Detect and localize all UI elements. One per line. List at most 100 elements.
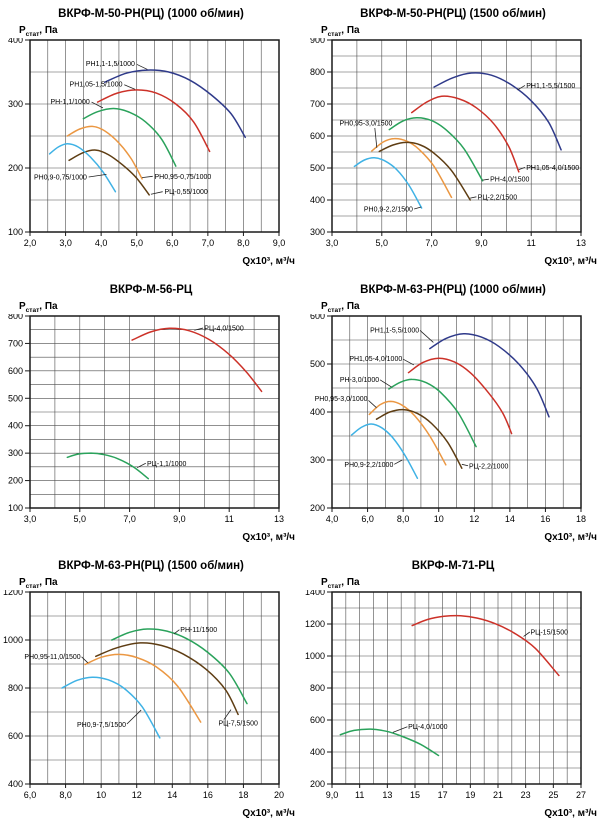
y-tick-label: 400 — [310, 407, 325, 417]
y-tick-label: 600 — [8, 366, 23, 376]
y-axis-label-unit: , Па — [39, 301, 58, 312]
fan-curve — [131, 327, 263, 393]
x-tick-label: 27 — [576, 790, 586, 800]
y-tick-label: 300 — [8, 448, 23, 458]
curve-label: РН0,9-7,5/1500 — [77, 722, 126, 729]
fan-curve — [371, 137, 453, 199]
x-tick-label: 4,0 — [326, 514, 339, 524]
chart-panel-vkrf-m-50-1000: ВКРФ-М-50-РН(РЦ) (1000 об/мин) Pстат, Па… — [0, 0, 302, 276]
x-tick-label: 5,0 — [130, 238, 143, 248]
curve-label: РЦ-4,0/1500 — [204, 326, 244, 333]
x-tick-label: 7,0 — [425, 238, 438, 248]
curve-labels: РН-11/1500 РЦ-7,5/1500 РН0,95-11,0/1500 РН0… — [24, 627, 258, 729]
curve-label: РН0,95-3,0/1000 — [315, 396, 368, 403]
x-tick-label: 11 — [225, 514, 234, 524]
curves — [48, 69, 246, 196]
x-tick-label: 13 — [382, 790, 392, 800]
curve-label: РН1,1-1,5/1000 — [86, 61, 135, 68]
y-tick-label: 100 — [8, 503, 23, 513]
chart-title: ВКРФ-М-71-РЦ — [411, 560, 495, 572]
x-tick-label: 6,0 — [24, 790, 37, 800]
y-tick-label: 500 — [310, 359, 325, 369]
curves — [339, 614, 560, 757]
fan-curve — [339, 728, 440, 757]
x-tick-label: 5,0 — [74, 514, 87, 524]
curve-label-leader — [126, 709, 142, 725]
y-tick-label: 300 — [8, 99, 23, 109]
chart-canvas: 4,0 6,0 8,0 10 12 14 16 18 200 300 400 500 600 РН1,1-… — [310, 314, 586, 524]
y-axis-label-main: P — [321, 25, 328, 36]
x-tick-label: 9,0 — [475, 238, 488, 248]
fan-curve — [84, 653, 202, 723]
fan-curve — [103, 69, 246, 139]
fan-curve — [68, 149, 150, 196]
fan-curve — [410, 95, 520, 173]
fan-curve — [48, 142, 117, 193]
x-tick-label: 12 — [132, 790, 142, 800]
x-tick-label: 20 — [274, 790, 284, 800]
y-tick-label: 1200 — [305, 619, 325, 629]
x-tick-label: 9,0 — [273, 238, 286, 248]
y-axis-label-sub: стат — [25, 583, 40, 590]
y-tick-label: 800 — [310, 683, 325, 693]
x-tick-label: 21 — [493, 790, 503, 800]
x-tick-label: 6,0 — [166, 238, 179, 248]
curve-label-leader — [402, 358, 415, 366]
y-tick-label: 200 — [8, 476, 23, 486]
curves — [61, 628, 248, 739]
axis-ticks: 2,0 3,0 4,0 5,0 6,0 7,0 8,0 9,0 100 200 300 400 — [8, 38, 285, 248]
curve-label-leader — [379, 379, 392, 388]
x-tick-label: 13 — [576, 238, 586, 248]
x-tick-label: 12 — [469, 514, 479, 524]
axis-ticks: 9,0 11 13 15 17 19 21 23 25 27 200 400 600 800 1000 120… — [305, 590, 586, 800]
y-axis-label-unit: , Па — [341, 577, 360, 588]
curve-label-leader — [88, 174, 107, 178]
grid — [30, 316, 279, 508]
curve-label: РН1,05-1,5/1000 — [70, 82, 123, 89]
curve-label: РН1,05-4,0/1500 — [526, 165, 579, 172]
fan-curve — [96, 89, 211, 153]
x-tick-label: 2,0 — [24, 238, 37, 248]
y-axis-label-main: P — [19, 25, 26, 36]
fan-curve — [353, 157, 423, 209]
y-tick-label: 200 — [310, 779, 325, 789]
fan-curve — [378, 141, 471, 201]
curve-label: РЦ-0,55/1000 — [164, 189, 207, 196]
x-tick-label: 5,0 — [376, 238, 389, 248]
x-tick-label: 10 — [434, 514, 444, 524]
curve-label-leader — [91, 101, 104, 109]
y-axis-label: Pстат, Па — [19, 576, 302, 590]
curve-label-leader — [419, 330, 434, 343]
curve-label-leader — [461, 463, 469, 467]
curve-label: РН-11/1500 — [180, 627, 217, 634]
curve-label-leader — [173, 629, 180, 635]
chart-title: ВКРФ-М-56-РЦ — [109, 284, 193, 296]
x-tick-label: 7,0 — [202, 238, 215, 248]
curve-label: РН-4,0/1500 — [490, 177, 529, 184]
fan-curve — [95, 642, 239, 716]
chart-canvas: 3,0 5,0 7,0 9,0 11 13 300 400 500 600 700 800 900 РН1… — [310, 38, 586, 248]
curve-label-leader — [517, 85, 526, 91]
curve-label: РЦ-4,0/1000 — [408, 724, 448, 731]
chart-title: ВКРФ-М-63-РН(РЦ) (1000 об/мин) — [360, 284, 546, 296]
chart-panel-vkrf-m-63-1500: ВКРФ-М-63-РН(РЦ) (1500 об/мин) Pстат, Па… — [0, 552, 302, 828]
fan-curve — [66, 125, 143, 180]
x-axis-label: Qx10³, м³/ч — [242, 532, 295, 543]
y-axis-label-main: P — [19, 301, 26, 312]
x-tick-label: 17 — [438, 790, 448, 800]
fan-curve — [368, 400, 447, 466]
y-tick-label: 500 — [310, 163, 325, 173]
curve-label-leader — [136, 462, 146, 469]
y-tick-label: 400 — [310, 195, 325, 205]
curve-label: РН0,9-0,75/1000 — [34, 174, 87, 181]
y-tick-label: 800 — [8, 314, 23, 321]
grid — [332, 40, 581, 232]
x-tick-label: 3,0 — [59, 238, 72, 248]
curve-labels: РЦ-4,0/1500 РЦ-1,1/1000 — [136, 326, 244, 469]
y-axis-label-unit: , Па — [341, 25, 360, 36]
grid — [332, 316, 581, 508]
chart-title: ВКРФ-М-50-РН(РЦ) (1500 об/мин) — [360, 8, 546, 20]
curve-label: РН1,1-5,5/1000 — [370, 327, 419, 334]
y-tick-label: 200 — [8, 163, 23, 173]
